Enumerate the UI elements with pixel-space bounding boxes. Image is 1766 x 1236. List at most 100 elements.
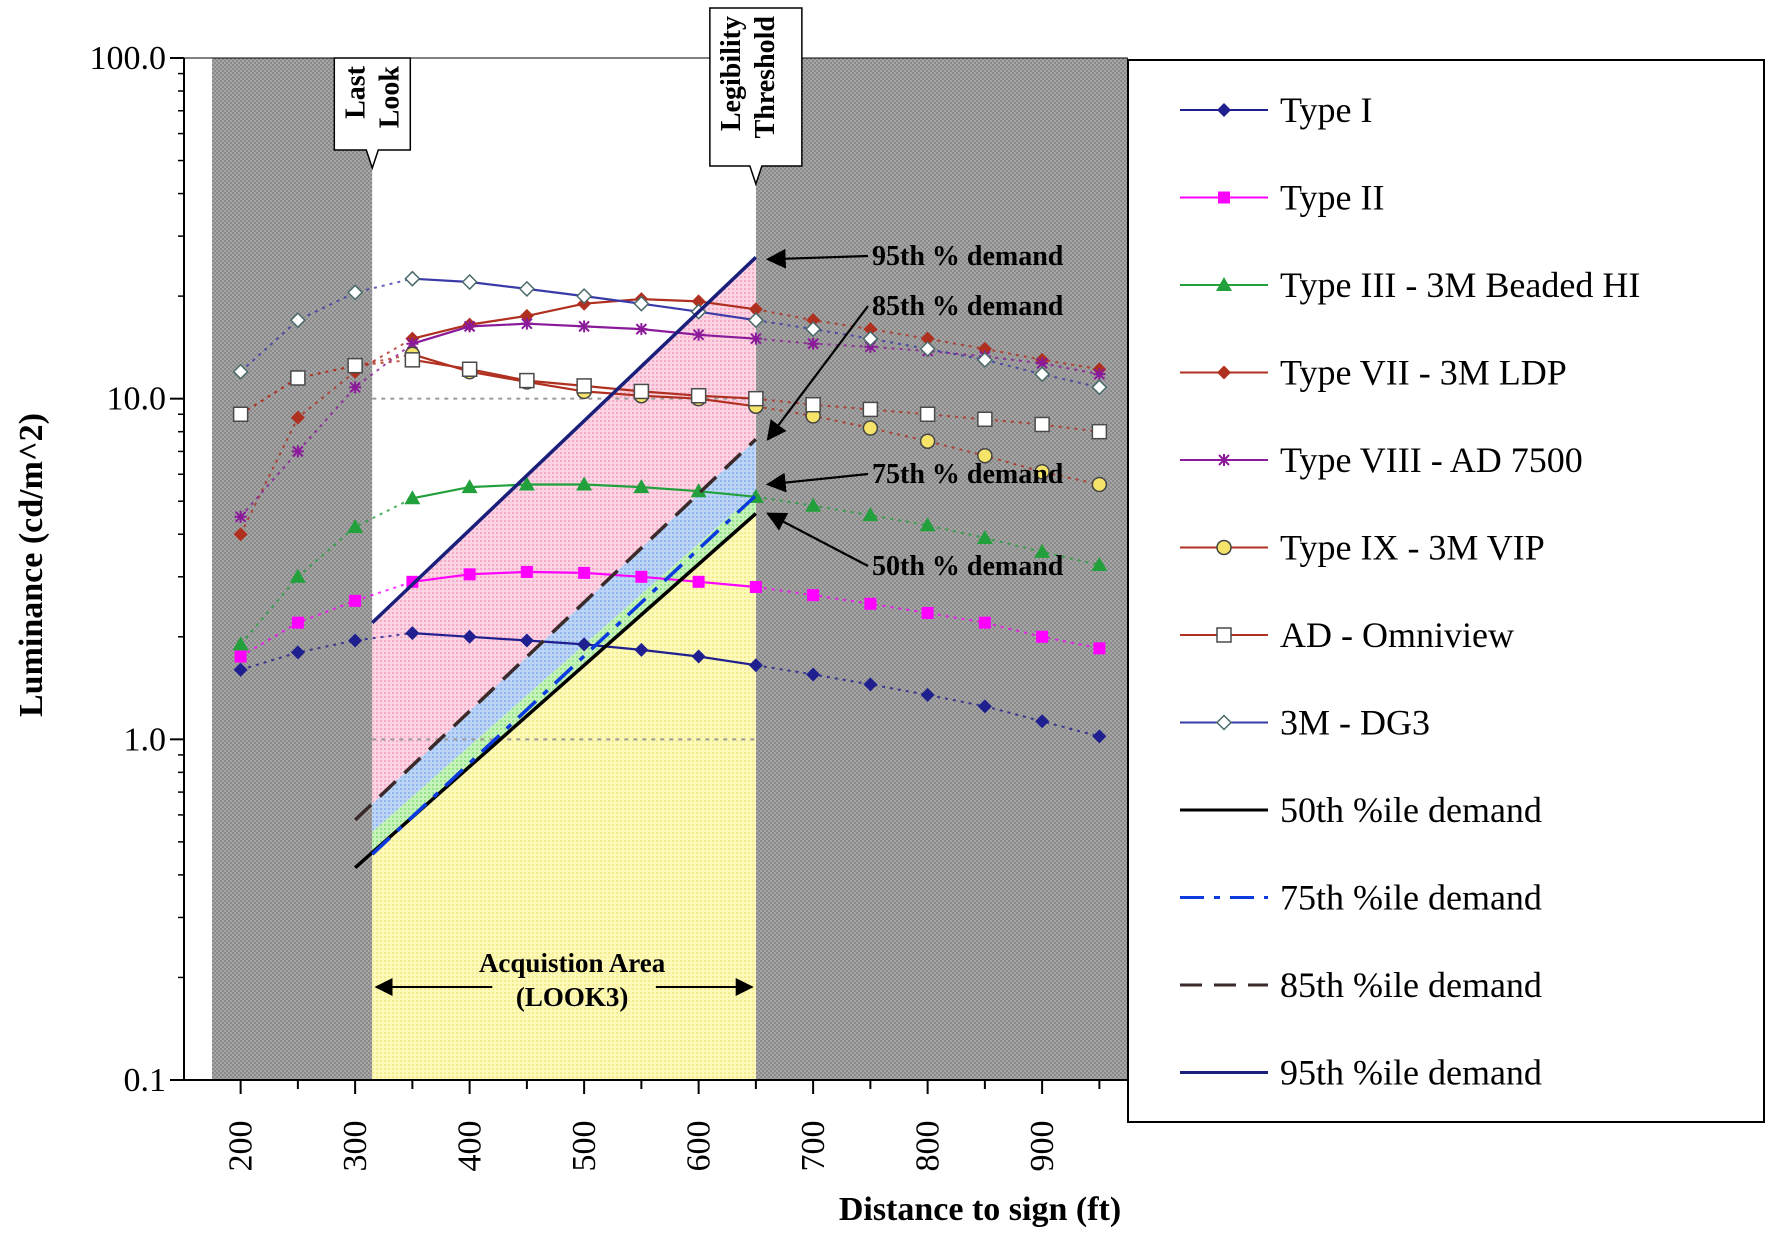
legend-label: Type VIII - AD 7500 bbox=[1280, 440, 1583, 480]
data-point bbox=[1034, 416, 1050, 433]
data-point bbox=[635, 570, 648, 583]
data-point bbox=[1036, 357, 1049, 370]
y-tick-label: 0.1 bbox=[124, 1062, 167, 1099]
legend-item: Type VII - 3M LDP bbox=[1180, 353, 1567, 393]
callout-label: 50th % demand bbox=[872, 551, 1064, 582]
data-point bbox=[921, 606, 934, 619]
data-point bbox=[289, 568, 306, 583]
data-point bbox=[635, 323, 648, 336]
data-point bbox=[578, 320, 591, 333]
data-point bbox=[1034, 543, 1051, 558]
data-point bbox=[578, 566, 591, 579]
data-point bbox=[919, 517, 936, 532]
series-line-outside bbox=[240, 632, 413, 671]
label-box bbox=[709, 7, 803, 187]
data-point bbox=[347, 357, 363, 374]
data-point bbox=[747, 312, 764, 329]
data-point bbox=[347, 284, 364, 301]
legend-item: 85th %ile demand bbox=[1180, 965, 1542, 1005]
data-point bbox=[1034, 464, 1050, 480]
data-point bbox=[692, 328, 705, 341]
data-point bbox=[748, 302, 763, 317]
data-point bbox=[1091, 556, 1108, 571]
data-point bbox=[862, 420, 879, 436]
data-point bbox=[805, 497, 822, 512]
data-point bbox=[634, 642, 649, 657]
data-point bbox=[520, 565, 533, 578]
data-point bbox=[462, 629, 477, 644]
series-line-outside bbox=[239, 277, 413, 373]
data-point bbox=[232, 636, 249, 651]
data-point bbox=[233, 662, 248, 677]
data-point bbox=[1093, 368, 1106, 381]
series-type-iii-3m-beaded-hi bbox=[232, 476, 1108, 651]
data-point bbox=[806, 313, 821, 328]
data-point bbox=[519, 633, 534, 648]
data-point bbox=[978, 616, 991, 629]
data-point bbox=[805, 321, 822, 338]
demand-line bbox=[371, 494, 758, 856]
legend-label: Type IX - 3M VIP bbox=[1280, 528, 1545, 568]
data-point bbox=[404, 270, 421, 287]
data-point bbox=[977, 699, 992, 714]
data-point bbox=[291, 445, 304, 458]
data-point bbox=[232, 406, 249, 423]
legend-item: 95th %ile demand bbox=[1180, 1053, 1542, 1093]
x-tick-label: 800 bbox=[910, 1121, 947, 1172]
x-tick-label: 200 bbox=[223, 1121, 260, 1172]
data-point bbox=[406, 337, 419, 350]
data-point bbox=[1091, 476, 1108, 493]
label-box bbox=[333, 57, 412, 171]
series-ad-omniview bbox=[232, 352, 1108, 440]
data-point bbox=[404, 490, 421, 505]
data-point bbox=[920, 687, 935, 702]
data-point bbox=[691, 649, 706, 664]
data-point bbox=[864, 597, 877, 610]
data-point bbox=[691, 294, 706, 309]
data-point bbox=[1093, 642, 1106, 655]
legend-item: Type I bbox=[1180, 90, 1372, 130]
data-point bbox=[463, 320, 476, 333]
legend-label: Type VII - 3M LDP bbox=[1280, 353, 1567, 393]
callout-arrow bbox=[766, 305, 869, 441]
data-point bbox=[749, 581, 762, 594]
data-point bbox=[690, 387, 707, 404]
data-point bbox=[807, 337, 820, 350]
legend-box bbox=[1127, 59, 1765, 1123]
data-point bbox=[977, 411, 993, 428]
data-point bbox=[862, 401, 879, 418]
series-type-i bbox=[233, 626, 1107, 744]
legend-item: Type III - 3M Beaded HI bbox=[1180, 265, 1640, 305]
data-point bbox=[1216, 627, 1232, 643]
data-point bbox=[919, 340, 936, 357]
series-line-outside bbox=[240, 580, 413, 658]
data-point bbox=[976, 529, 993, 544]
label-text: Legibility bbox=[716, 16, 747, 131]
series-type-ii bbox=[234, 565, 1106, 663]
legend-label: Type I bbox=[1280, 90, 1372, 130]
data-point bbox=[806, 667, 821, 682]
label-text: Last bbox=[340, 65, 371, 119]
callout-label: 85th % demand bbox=[872, 291, 1064, 322]
x-tick-label: 900 bbox=[1024, 1121, 1061, 1172]
data-point bbox=[347, 519, 364, 534]
data-point bbox=[406, 575, 419, 588]
legend-item: 3M - DG3 bbox=[1180, 703, 1430, 743]
callout-arrow bbox=[766, 512, 869, 567]
data-point bbox=[692, 575, 705, 588]
axes: 100.0 10.0 1.0 0.1 200 300 400 500 600 700 800 900 bbox=[90, 40, 1128, 1172]
data-point bbox=[1216, 277, 1232, 291]
data-point bbox=[633, 295, 650, 312]
data-point bbox=[1036, 630, 1049, 643]
data-point bbox=[1218, 454, 1230, 466]
series-85th-ile-demand bbox=[353, 438, 758, 822]
data-point bbox=[805, 396, 821, 413]
data-point bbox=[404, 352, 421, 368]
legend-item: Type II bbox=[1180, 178, 1384, 218]
data-point bbox=[232, 363, 249, 380]
data-point bbox=[348, 633, 363, 648]
data-point bbox=[289, 312, 306, 329]
data-point bbox=[290, 645, 305, 660]
data-point bbox=[349, 594, 362, 607]
